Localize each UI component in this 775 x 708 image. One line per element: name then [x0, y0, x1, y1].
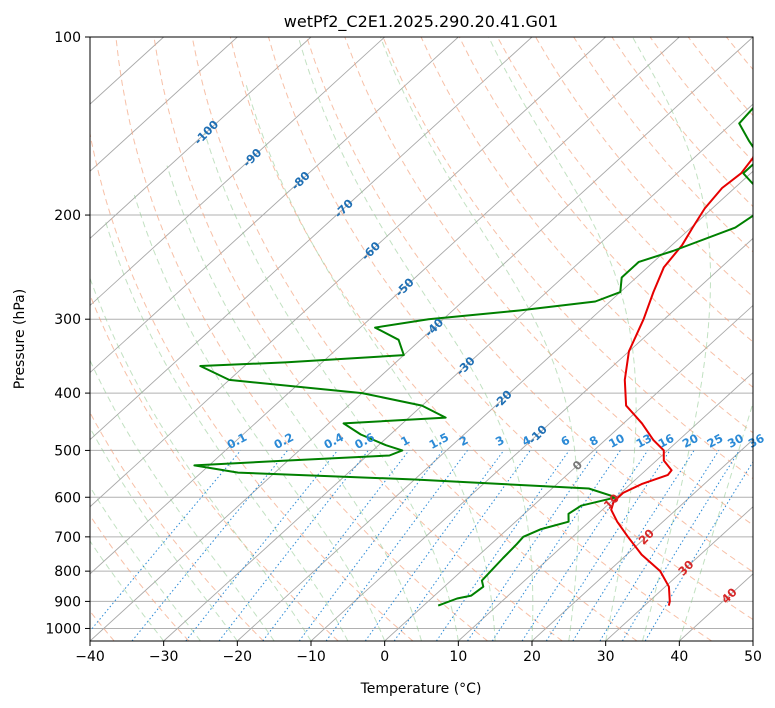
dry-adiabat-line: [229, 37, 712, 641]
y-tick-label: 1000: [45, 621, 81, 637]
moist-adiabat-line: [488, 37, 637, 641]
moist-adiabat-line: [90, 359, 275, 641]
moist-adiabat-line: [380, 37, 579, 641]
y-tick-label: 200: [54, 208, 81, 224]
mixing-ratio-lines: [90, 450, 753, 641]
y-tick-label: 300: [54, 312, 81, 328]
moist-adiabat-line: [166, 165, 422, 641]
temperature-line: [610, 153, 753, 606]
x-axis-label: Temperature (°C): [360, 681, 482, 697]
isotherm-line: [90, 37, 312, 239]
isotherm-line: [605, 506, 753, 641]
isotherm-line: [90, 37, 533, 441]
dry-adiabat-line: [153, 37, 563, 641]
mixing-ratio-label: 25: [705, 431, 726, 451]
x-tick-label: 20: [523, 649, 541, 665]
x-tick-label: −30: [149, 649, 179, 665]
y-tick-label: 700: [54, 530, 81, 546]
isotherm-line: [90, 37, 606, 508]
dry-adiabat-line: [191, 37, 638, 641]
y-tick-label: 900: [54, 594, 81, 610]
mixing-ratio-line: [467, 450, 599, 641]
isotherm-line: [90, 37, 385, 307]
dry-adiabat-line: [268, 37, 753, 621]
isotherm-line: [531, 439, 753, 641]
dry-adiabat-line: [90, 514, 190, 641]
mixing-ratio-line: [572, 450, 695, 641]
mixing-ratio-line: [364, 450, 505, 641]
dry-adiabat-line: [90, 131, 414, 641]
mixing-ratio-line: [621, 450, 740, 641]
x-tick-label: 40: [670, 649, 688, 665]
mixing-ratio-label: 16: [656, 431, 677, 451]
x-tick-label: −10: [296, 649, 326, 665]
isotherm-line: [163, 103, 753, 641]
moist-adiabat-line: [90, 540, 165, 641]
mixing-ratio-line: [435, 450, 570, 641]
y-tick-label: 400: [54, 386, 81, 402]
mixing-ratio-line: [325, 450, 468, 641]
mixing-ratio-line: [185, 450, 338, 641]
y-tick-label: 100: [54, 30, 81, 46]
mixing-ratio-label: 20: [680, 431, 701, 451]
isotherm-line: [310, 237, 753, 641]
mixing-ratio-line: [393, 450, 531, 641]
mixing-ratio-line: [90, 450, 242, 632]
x-tick-label: 50: [744, 649, 762, 665]
x-tick-label: −20: [223, 649, 253, 665]
chart-title: wetPf2_C2E1.2025.290.20.41.G01: [284, 12, 558, 32]
dry-adiabat-line: [344, 37, 753, 526]
mixing-ratio-label: 10: [606, 431, 627, 451]
y-tick-label: 800: [54, 564, 81, 580]
profile-lines: [193, 106, 753, 607]
isotherm-line: [90, 37, 238, 172]
mixing-ratio-label: 13: [634, 431, 655, 451]
mixing-ratio-label: 30: [725, 431, 746, 451]
x-tick-label: 10: [449, 649, 467, 665]
mixing-ratio-line: [262, 450, 410, 641]
dry-adiabat-line: [90, 411, 264, 641]
isotherm-line: [237, 170, 753, 641]
moist-adiabat-line: [632, 37, 711, 641]
mixing-ratio-line: [545, 450, 671, 641]
mixing-ratio-line: [298, 450, 444, 641]
isotherm-line: [90, 37, 680, 575]
mixing-ratio-line: [491, 450, 621, 641]
moist-adiabat-line: [297, 37, 534, 641]
moist-adiabat-line: [678, 401, 753, 641]
x-tick-label: 0: [380, 649, 389, 665]
y-tick-label: 600: [54, 490, 81, 506]
moist-adiabat-line: [90, 485, 201, 641]
dry-adiabat-line: [115, 37, 488, 641]
x-tick-label: 30: [597, 649, 615, 665]
x-tick-label: −40: [75, 649, 105, 665]
dry-adiabat-line: [535, 37, 753, 298]
isotherm-line: [458, 371, 753, 641]
y-tick-label: 500: [54, 443, 81, 459]
isotherm-line: [90, 37, 459, 374]
mixing-ratio-line: [131, 450, 288, 641]
y-axis-label: Pressure (hPa): [12, 289, 28, 389]
mixing-ratio-line: [521, 450, 649, 641]
moist-adiabat-line: [90, 426, 238, 641]
moist-adiabat-line: [105, 221, 349, 641]
isotherm-line: [384, 304, 753, 641]
moist-adiabat-line: [90, 276, 312, 641]
mixing-ratio-label: 36: [746, 431, 767, 451]
moist-adiabat-line: [245, 83, 496, 641]
axes: −40 −30 −20 −10 0 10 20 30 40 50 100 200 300 400 500 60…: [45, 30, 762, 665]
mixing-ratio-line: [599, 450, 720, 641]
dewpoint-line: [193, 106, 753, 607]
moist-adiabat-line: [133, 194, 386, 641]
plot-frame: [89, 36, 754, 642]
